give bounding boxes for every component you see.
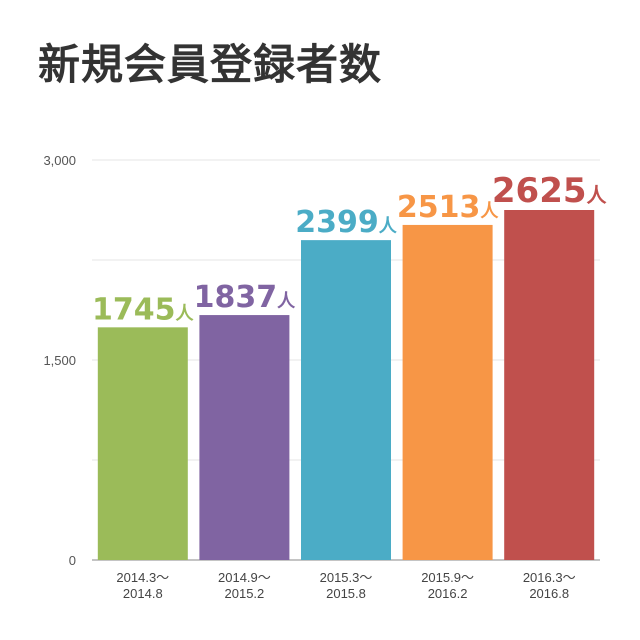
data-label-value: 1745 bbox=[92, 292, 176, 327]
y-tick-label: 3,000 bbox=[43, 153, 76, 168]
data-label: 2513人 bbox=[397, 190, 499, 225]
bar bbox=[97, 327, 188, 560]
x-tick-label: 2014.3～ bbox=[116, 570, 169, 585]
bar bbox=[504, 210, 595, 560]
data-label: 1745人 bbox=[92, 292, 195, 327]
data-label-unit: 人 bbox=[277, 291, 296, 312]
data-label: 1837人 bbox=[194, 280, 297, 315]
chart-title: 新規会員登録者数 bbox=[38, 40, 383, 89]
data-label: 2399人 bbox=[295, 205, 398, 240]
x-tick-label: 2015.8 bbox=[326, 586, 366, 601]
x-tick-label: 2016.8 bbox=[529, 586, 569, 601]
data-label-value: 2399 bbox=[295, 205, 379, 240]
bar bbox=[199, 315, 290, 560]
data-label-value: 1837 bbox=[194, 280, 278, 315]
x-tick-label: 2015.9～ bbox=[421, 570, 474, 585]
data-label-unit: 人 bbox=[176, 303, 195, 324]
data-label: 2625人 bbox=[492, 171, 608, 211]
data-label-unit: 人 bbox=[480, 201, 499, 222]
y-tick-label: 0 bbox=[69, 553, 76, 568]
bar bbox=[301, 240, 391, 560]
data-label-unit: 人 bbox=[379, 216, 398, 237]
data-label-value: 2625 bbox=[492, 171, 587, 211]
x-tick-label: 2015.3～ bbox=[320, 570, 373, 585]
x-tick-label: 2014.9～ bbox=[218, 570, 271, 585]
x-tick-label: 2015.2 bbox=[225, 586, 265, 601]
y-tick-label: 1,500 bbox=[43, 353, 76, 368]
bar bbox=[402, 224, 493, 560]
data-label-value: 2513 bbox=[397, 190, 481, 225]
x-tick-label: 2014.8 bbox=[123, 586, 163, 601]
data-label-unit: 人 bbox=[587, 183, 608, 207]
x-tick-label: 2016.2 bbox=[428, 586, 468, 601]
x-tick-label: 2016.3～ bbox=[523, 570, 576, 585]
